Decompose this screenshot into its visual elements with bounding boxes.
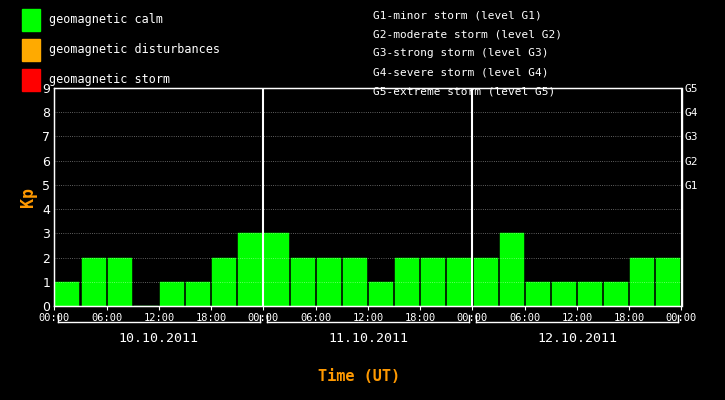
Text: G3-strong storm (level G3): G3-strong storm (level G3) [373,48,549,58]
Text: 12.10.2011: 12.10.2011 [537,332,617,344]
Bar [604,282,628,306]
Bar [552,282,576,306]
Text: 11.10.2011: 11.10.2011 [328,332,408,344]
Bar [343,258,367,306]
Bar [500,233,523,306]
Bar [421,258,445,306]
Bar [55,282,80,306]
Text: geomagnetic calm: geomagnetic calm [49,14,162,26]
Bar [81,258,106,306]
Bar [317,258,341,306]
Text: G4-severe storm (level G4): G4-severe storm (level G4) [373,68,549,78]
Bar [578,282,602,306]
Bar [447,258,471,306]
Bar [369,282,393,306]
Bar [212,258,236,306]
Text: Time (UT): Time (UT) [318,369,400,384]
Bar [630,258,655,306]
Text: G2-moderate storm (level G2): G2-moderate storm (level G2) [373,29,563,39]
Bar [108,258,132,306]
Bar [239,233,262,306]
Text: geomagnetic disturbances: geomagnetic disturbances [49,44,220,56]
Text: G5-extreme storm (level G5): G5-extreme storm (level G5) [373,87,555,97]
Bar [656,258,681,306]
Text: G1-minor storm (level G1): G1-minor storm (level G1) [373,10,542,20]
Y-axis label: Kp: Kp [19,187,37,207]
Bar [473,258,497,306]
Bar [160,282,184,306]
Bar [265,233,289,306]
Bar [291,258,315,306]
Text: 10.10.2011: 10.10.2011 [119,332,199,344]
Text: geomagnetic storm: geomagnetic storm [49,74,170,86]
Bar [186,282,210,306]
Bar [395,258,419,306]
Bar [526,282,550,306]
